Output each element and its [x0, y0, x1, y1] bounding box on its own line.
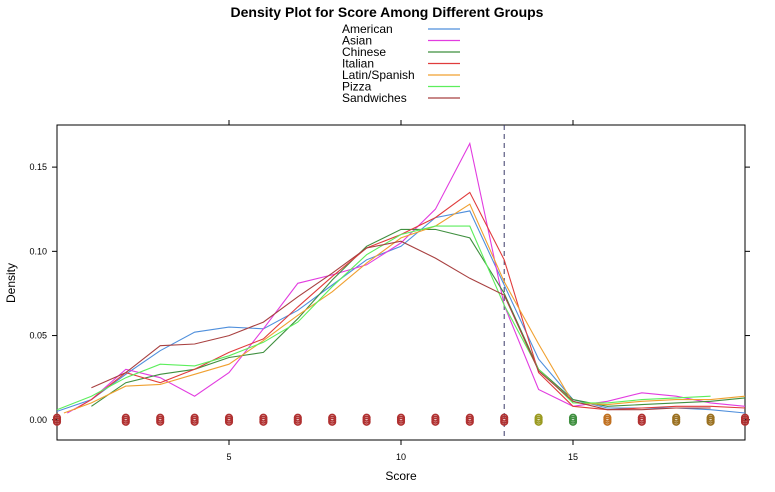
- x-axis-label: Score: [385, 469, 417, 483]
- y-tick-label: 0.00: [29, 415, 47, 425]
- legend-label: Asian: [342, 34, 372, 48]
- rug-point: [156, 417, 165, 426]
- legend-label: Latin/Spanish: [342, 68, 415, 82]
- plot-area: 5 10 15 0.00 0.05 0.10 0.15: [29, 120, 750, 462]
- rug-point: [396, 417, 406, 426]
- chart-legend: AmericanAsianChineseItalianLatin/Spanish…: [342, 22, 460, 105]
- y-tick-label: 0.15: [29, 162, 47, 172]
- rug-point: [568, 417, 578, 426]
- rug-point: [431, 417, 440, 426]
- rug-point: [740, 417, 750, 426]
- rug-point: [500, 417, 509, 426]
- rug-point: [672, 417, 681, 426]
- series-line-american: [56, 210, 746, 414]
- x-tick-label: 10: [396, 452, 406, 462]
- rug-point: [603, 417, 612, 426]
- rug-point: [190, 417, 199, 426]
- legend-label: American: [342, 22, 393, 36]
- axis-ticks: 5 10 15 0.00 0.05 0.10 0.15: [29, 120, 750, 462]
- series-line-italian: [73, 191, 746, 411]
- series-lines: [56, 141, 746, 414]
- rug-point: [706, 417, 715, 426]
- rug-point: [465, 417, 474, 426]
- x-tick-label: 5: [226, 452, 231, 462]
- rug-points: [52, 413, 750, 426]
- legend-label: Italian: [342, 57, 374, 71]
- rug-point: [259, 417, 268, 426]
- rug-point: [293, 417, 302, 426]
- series-line-chinese: [91, 228, 746, 407]
- rug-point: [121, 417, 130, 426]
- y-axis-label: Density: [4, 263, 18, 303]
- rug-point: [362, 417, 371, 426]
- legend-label: Sandwiches: [342, 91, 407, 105]
- rug-point: [224, 417, 234, 426]
- rug-point: [328, 417, 337, 426]
- series-line-asian: [67, 141, 746, 414]
- rug-point: [534, 417, 543, 426]
- chart-title: Density Plot for Score Among Different G…: [231, 4, 544, 20]
- series-line-latin-spanish: [63, 203, 746, 414]
- legend-label: Pizza: [342, 80, 372, 94]
- y-tick-label: 0.05: [29, 331, 47, 341]
- y-tick-label: 0.10: [29, 246, 47, 256]
- x-tick-label: 15: [568, 452, 578, 462]
- rug-point: [52, 417, 62, 426]
- series-line-sandwiches: [91, 240, 711, 411]
- rug-point: [637, 417, 646, 426]
- legend-label: Chinese: [342, 45, 386, 59]
